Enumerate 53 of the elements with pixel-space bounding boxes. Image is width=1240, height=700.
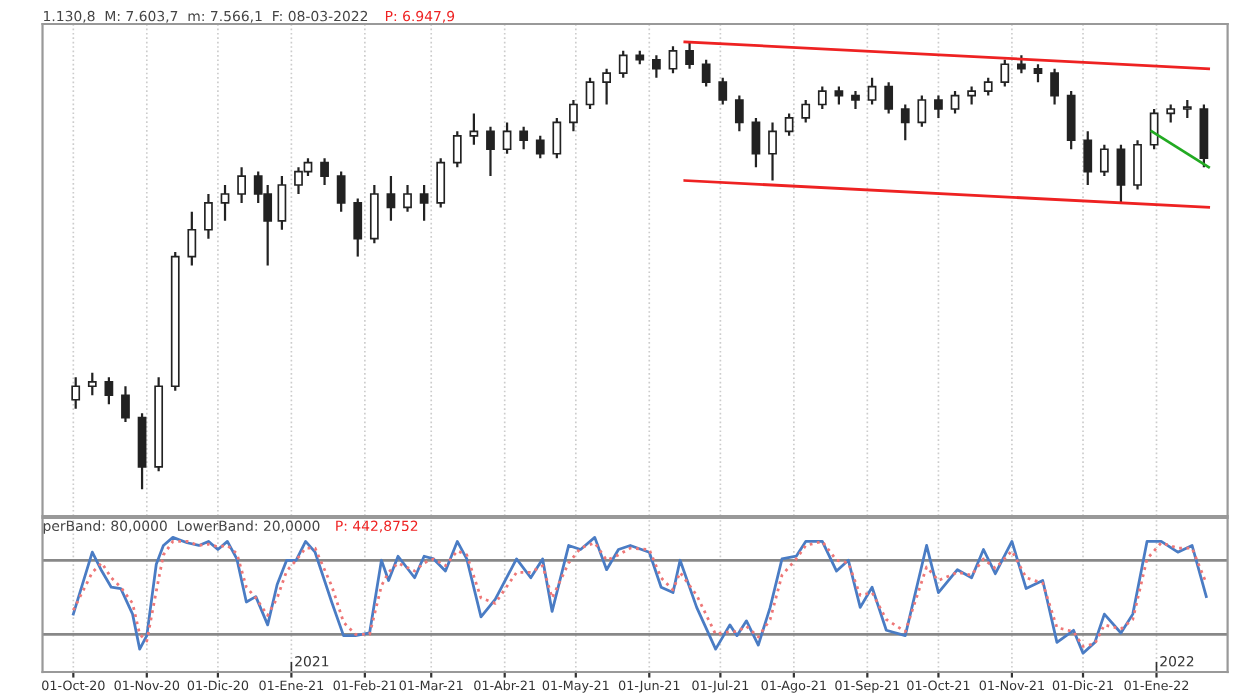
candlestick: [71, 376, 81, 410]
candlestick: [552, 116, 562, 160]
candlestick: [718, 76, 728, 106]
candlestick: [569, 98, 578, 133]
candlestick: [369, 183, 379, 245]
candlestick: [104, 376, 114, 406]
candlestick: [220, 183, 230, 222]
candlestick: [751, 116, 761, 169]
candlestick: [436, 157, 446, 209]
candlestick: [386, 174, 396, 222]
candlestick: [277, 174, 287, 231]
candlestick: [900, 103, 910, 142]
candlestick: [1000, 58, 1010, 88]
candlestick: [486, 125, 495, 178]
candlestick: [469, 112, 479, 146]
candlestick: [336, 170, 346, 213]
candlestick: [917, 94, 927, 128]
candlestick: [668, 45, 678, 75]
candlestick: [851, 89, 860, 111]
candlestick: [121, 385, 130, 424]
candlestick: [1083, 130, 1093, 187]
candlestick: [618, 49, 628, 79]
candlestick: [1116, 143, 1126, 205]
candlestick: [1050, 67, 1059, 106]
candlestick: [602, 67, 612, 106]
candlestick: [934, 94, 943, 120]
candlestick: [950, 89, 960, 115]
candlestick: [1066, 89, 1076, 151]
candlestick: [884, 81, 894, 115]
candlestick: [701, 58, 711, 88]
candlestick: [237, 166, 246, 205]
candlestick: [768, 121, 777, 182]
candlestick: [817, 85, 827, 111]
candlestick: [87, 371, 97, 397]
candlestick: [204, 192, 213, 240]
candlestick: [784, 112, 794, 137]
candlestick: [734, 94, 744, 133]
candlestick: [403, 183, 412, 213]
candlestick: [801, 98, 811, 124]
candlestick: [1099, 143, 1109, 178]
candlestick: [187, 210, 197, 267]
candlestick: [353, 197, 363, 258]
candlestick: [535, 134, 545, 160]
candlestick: [867, 76, 877, 106]
candlestick: [419, 183, 429, 222]
candlestick: [1133, 139, 1142, 191]
candlestick: [651, 54, 661, 79]
candlestick: [502, 121, 512, 155]
candlestick: [685, 40, 694, 70]
candlestick: [585, 76, 595, 111]
candlestick: [320, 157, 329, 187]
candlestick: [452, 130, 462, 169]
candlestick: [519, 125, 529, 151]
